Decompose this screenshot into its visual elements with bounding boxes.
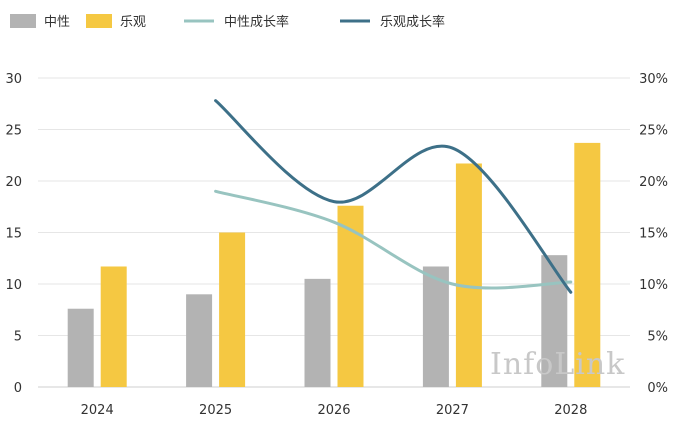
- legend-label-中性成长率: 中性成长率: [224, 14, 289, 30]
- line-乐观成长率: [214, 99, 573, 294]
- y-right-tick-label: 20%: [639, 175, 668, 190]
- y-left-tick-label: 20: [5, 175, 22, 190]
- x-tick-label: 2025: [199, 403, 232, 418]
- y-right-tick-label: 30%: [639, 72, 668, 87]
- x-tick-label: 2027: [436, 403, 469, 418]
- y-right-tick-label: 15%: [639, 227, 668, 242]
- bar-乐观: [100, 266, 127, 387]
- watermark-text: InfoLink: [490, 347, 625, 382]
- bar-中性: [186, 294, 213, 387]
- line-中性成长率: [214, 189, 573, 290]
- bar-中性: [304, 278, 331, 387]
- bar-乐观: [455, 163, 482, 387]
- legend-swatch-中性: [10, 14, 36, 28]
- y-right-tick-label: 10%: [639, 278, 668, 293]
- bar-中性: [422, 266, 449, 387]
- bar-中性: [541, 255, 568, 387]
- y-left-tick-label: 25: [5, 124, 22, 139]
- legend-swatch-乐观: [86, 14, 112, 28]
- x-tick-label: 2028: [554, 403, 587, 418]
- x-tick-label: 2024: [81, 403, 114, 418]
- axis-layer: 0 0% 5 5% 10 10% 15 15% 20 20% 25 25% 30 30% 2024 2025 2…: [5, 72, 668, 418]
- x-tick-label: 2026: [317, 403, 350, 418]
- y-right-tick-label: 25%: [639, 124, 668, 139]
- y-left-tick-label: 30: [5, 72, 22, 87]
- y-left-tick-label: 5: [14, 330, 22, 345]
- bar-乐观: [337, 205, 364, 387]
- y-left-tick-label: 0: [14, 381, 22, 396]
- legend-label-中性: 中性: [44, 15, 70, 30]
- grid-layer: [38, 77, 630, 388]
- bar-layer: [67, 142, 601, 387]
- line-layer: [214, 99, 573, 294]
- legend-label-乐观: 乐观: [120, 15, 146, 30]
- bar-中性: [67, 308, 94, 387]
- bar-乐观: [219, 232, 246, 387]
- y-left-tick-label: 15: [5, 227, 22, 242]
- bar-乐观: [574, 142, 601, 387]
- legend-label-乐观成长率: 乐观成长率: [380, 14, 445, 30]
- y-right-tick-label: 0%: [647, 381, 668, 396]
- y-right-tick-label: 5%: [647, 330, 668, 345]
- legend: 中性 乐观 中性成长率 乐观成长率: [10, 14, 445, 30]
- y-left-tick-label: 10: [5, 278, 22, 293]
